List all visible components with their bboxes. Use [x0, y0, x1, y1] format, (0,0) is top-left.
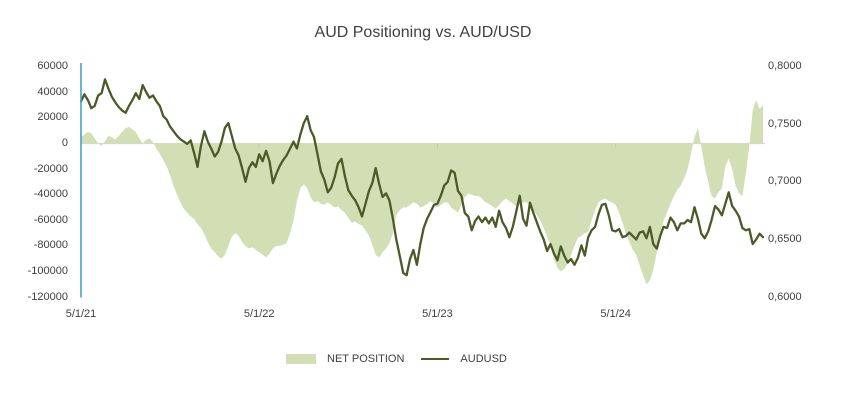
- y-right-tick-label: 0,7000: [768, 175, 802, 188]
- x-tick-label: 5/1/22: [243, 308, 275, 320]
- y-right-tick-label: 0,7500: [768, 117, 802, 130]
- net-position-area: [81, 100, 763, 285]
- y-left-tick-label: 60000: [37, 60, 68, 73]
- x-tick-label: 5/1/23: [422, 308, 453, 320]
- y-left-tick-label: -60000: [33, 213, 68, 226]
- y-left-tick-label: 0: [61, 137, 68, 149]
- legend: NET POSITION AUDUSD: [286, 351, 507, 367]
- line-swatch-icon: [421, 357, 450, 361]
- y-left-tick-label: -40000: [33, 188, 68, 201]
- y-left-tick-label: -80000: [33, 239, 68, 252]
- legend-label-net-position: NET POSITION: [327, 353, 405, 365]
- y-right-tick-label: 0,6000: [768, 290, 802, 303]
- audusd-line: [79, 78, 765, 277]
- x-tick-label: 5/1/21: [65, 308, 97, 320]
- x-tick-label: 5/1/24: [600, 308, 631, 320]
- chart-title: AUD Positioning vs. AUD/USD: [314, 24, 532, 41]
- y-right-tick-label: 0,8000: [768, 60, 802, 73]
- x-tick-marks: [258, 143, 617, 148]
- y-left-tick-label: -20000: [33, 162, 68, 175]
- y-left-tick-label: 40000: [37, 85, 68, 98]
- y-left-tick-label: 20000: [37, 111, 68, 124]
- y-left-tick-label: -120000: [27, 290, 68, 303]
- legend-item-net-position: NET POSITION: [286, 351, 404, 367]
- y-right-tick-label: 0,6500: [768, 233, 802, 245]
- legend-label-audusd: AUDUSD: [460, 353, 507, 365]
- legend-item-audusd: AUDUSD: [421, 351, 507, 367]
- area-swatch-icon: [286, 354, 316, 364]
- y-left-tick-label: -100000: [27, 265, 68, 277]
